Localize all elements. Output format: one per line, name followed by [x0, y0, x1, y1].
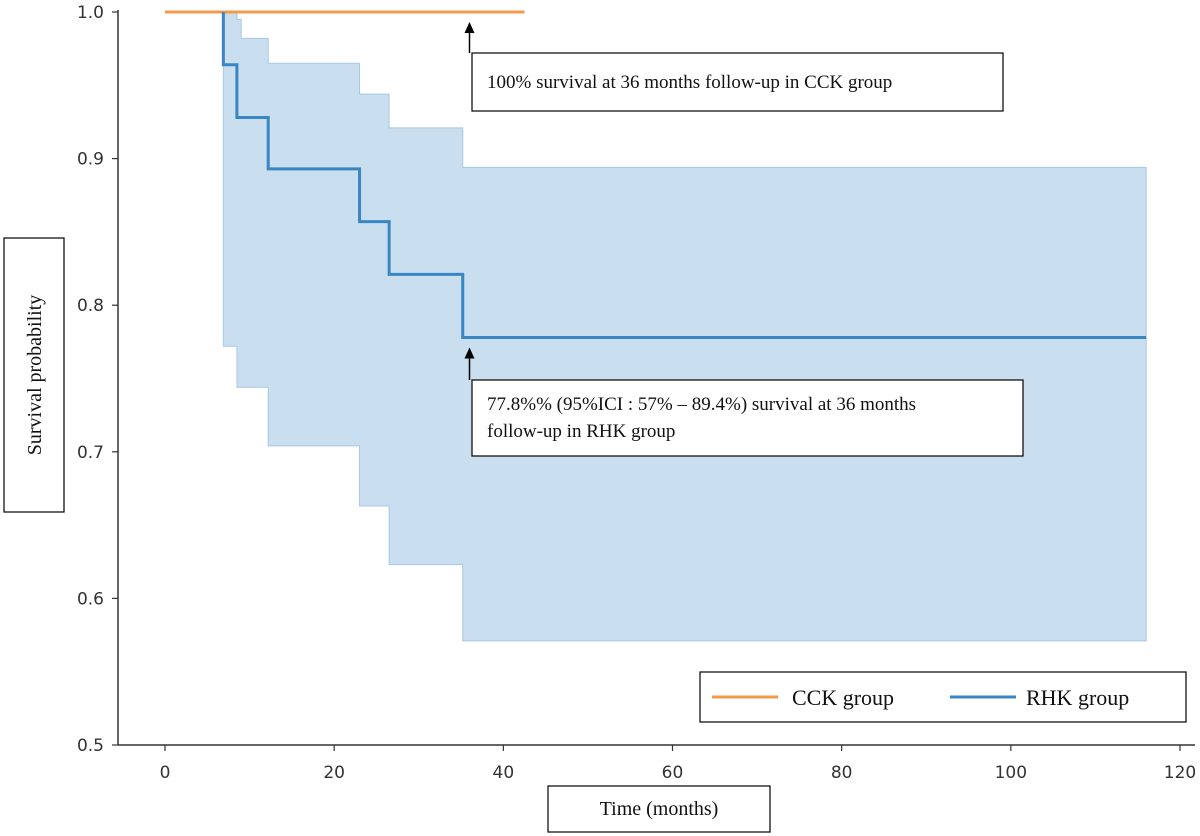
- annotation-rhk-text-line-2: follow-up in RHK group: [487, 421, 675, 442]
- annotation-cck-text: 100% survival at 36 months follow-up in …: [487, 72, 892, 93]
- y-tick-label-1: 1.0: [77, 3, 104, 23]
- y-tick-label-0.9: 0.9: [77, 150, 104, 170]
- y-axis-title-text: Survival probability: [24, 295, 46, 456]
- ticks: 0 20 40 60 80 100 120 0.5 0.6 0.7 0.8 0.9 1.0: [77, 3, 1196, 783]
- rhk-confidence-band: [222, 11, 1147, 642]
- annotation-rhk: 77.8%% (95%ICI : 57% – 89.4%) survival a…: [464, 347, 1024, 457]
- legend-label-rhk: RHK group: [1026, 685, 1129, 710]
- y-axis-title-box: [3, 237, 65, 513]
- x-axis-title-text: Time (months): [600, 798, 719, 820]
- y-axis-title: Survival probability: [3, 237, 65, 513]
- annotation-rhk-text-line-1: 77.8%% (95%ICI : 57% – 89.4%) survival a…: [487, 394, 916, 415]
- y-tick-label-0.5: 0.5: [77, 736, 104, 756]
- confidence-band-layer: [222, 11, 1147, 642]
- series-lines: [165, 10, 1147, 339]
- annotation-rhk-arrowhead: [464, 347, 475, 359]
- x-tick-label-80: 80: [831, 763, 853, 783]
- annotation-cck-arrowhead: [464, 22, 475, 33]
- x-tick-label-20: 20: [323, 763, 345, 783]
- x-tick-label-40: 40: [493, 763, 515, 783]
- y-tick-label-0.6: 0.6: [77, 589, 104, 609]
- x-tick-label-120: 120: [1164, 763, 1196, 783]
- annotation-cck: 100% survival at 36 months follow-up in …: [464, 22, 1004, 112]
- legend: CCK group RHK group: [699, 671, 1187, 723]
- x-axis-title: Time (months): [547, 785, 771, 833]
- axes: [117, 10, 1195, 746]
- x-tick-label-100: 100: [995, 763, 1027, 783]
- x-tick-label-0: 0: [160, 763, 171, 783]
- legend-box: [699, 671, 1187, 723]
- rhk-survival-line: [221, 12, 1147, 339]
- legend-label-cck: CCK group: [792, 685, 894, 710]
- x-axis-title-box: [547, 785, 771, 833]
- y-tick-label-0.7: 0.7: [77, 443, 104, 463]
- annotation-rhk-box: [471, 379, 1024, 457]
- x-tick-label-60: 60: [662, 763, 684, 783]
- annotation-cck-box: [471, 52, 1004, 112]
- y-tick-label-0.8: 0.8: [77, 296, 104, 316]
